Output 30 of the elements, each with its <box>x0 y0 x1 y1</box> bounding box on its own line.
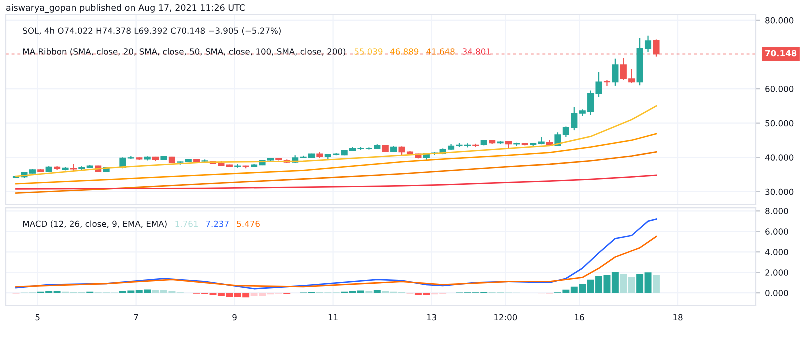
y-tick-label: 6.000 <box>766 228 788 235</box>
y-tick-label: 30.000 <box>766 188 794 196</box>
y-tick-label: 2.000 <box>766 270 788 276</box>
ref-line-label: 70.148 <box>766 50 797 57</box>
x-tick-label: 12:00 <box>494 314 518 321</box>
y-tick-label: 50.000 <box>766 120 794 127</box>
text: aiswarya_gopan published on Aug 17, 2021 11:26 UTC <box>6 4 246 14</box>
text: 41.648 <box>426 48 455 55</box>
text: MA Ribbon (SMA, close, 20, SMA, close, 50, SMA, close, 100, SMA, close, 200) <box>23 48 346 56</box>
text: SOL, 4h O74.022 H74.378 L69.392 C70.148 −3.905 (−5.27%) <box>23 28 281 36</box>
text: MACD (12, 26, close, 9, EMA, EMA) <box>23 220 167 228</box>
x-tick-label: 7 <box>134 314 138 321</box>
x-tick-label: 13 <box>427 314 436 321</box>
x-tick-label: 5 <box>36 314 40 321</box>
y-tick-label: 4.000 <box>765 249 788 256</box>
y-tick-label: 60.000 <box>766 86 794 92</box>
x-tick-label: 9 <box>232 314 237 321</box>
x-tick-label: 11 <box>328 314 338 321</box>
y-tick-label: 80.000 <box>766 17 794 24</box>
text: 1.761 <box>176 220 198 228</box>
x-tick-label: 18 <box>674 314 683 321</box>
x-tick-label: 16 <box>575 314 584 321</box>
text: 34.801 <box>462 48 491 55</box>
text: 5.476 <box>237 220 260 228</box>
y-tick-label: 8.000 <box>766 208 788 214</box>
text: 46.889 <box>390 48 419 55</box>
text: 55.039 <box>354 48 383 55</box>
y-tick-label: 0.000 <box>766 290 788 296</box>
text: 7.237 <box>206 220 229 228</box>
y-tick-label: 40.000 <box>765 154 794 161</box>
